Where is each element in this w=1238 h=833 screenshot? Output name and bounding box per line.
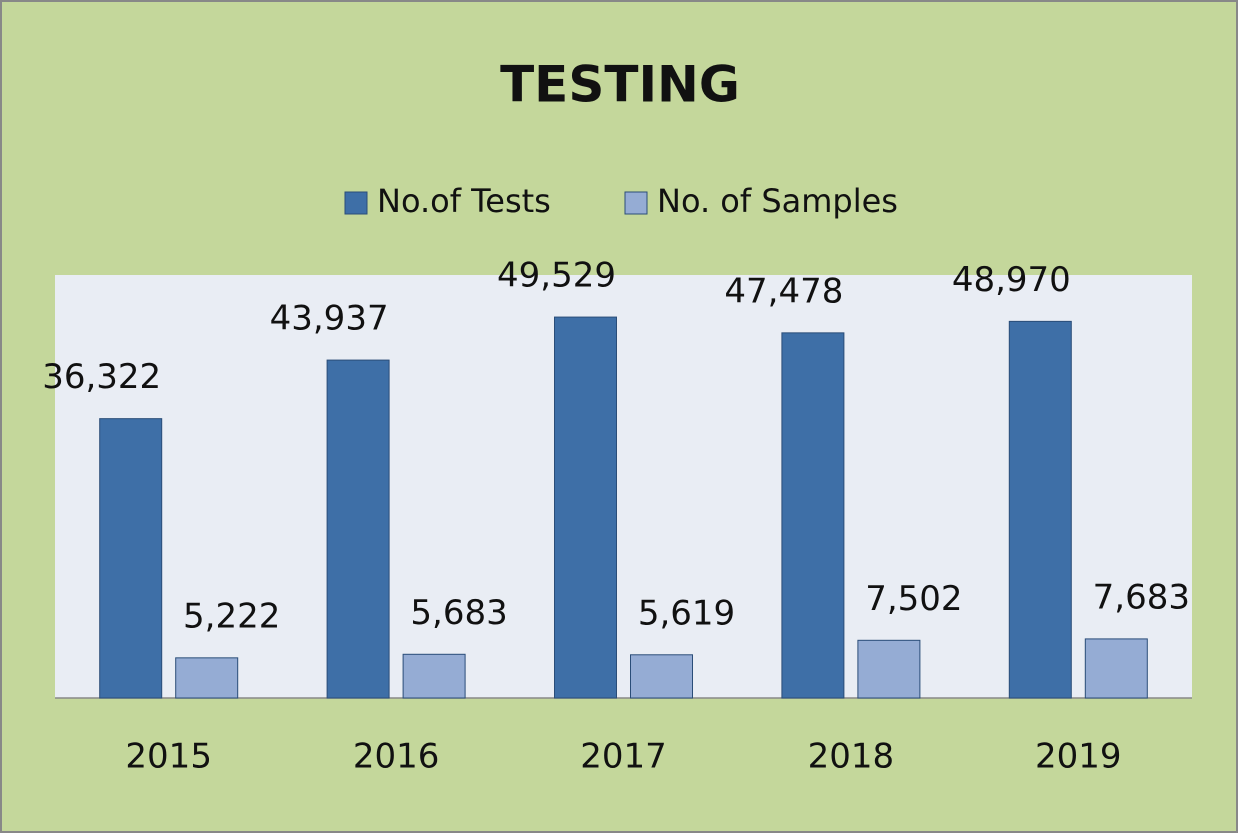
data-label: 49,529	[497, 256, 616, 296]
data-label: 47,478	[724, 271, 843, 311]
bar	[554, 316, 617, 699]
bar	[781, 332, 845, 699]
data-label: 5,619	[638, 593, 735, 633]
chart-title: TESTING	[500, 56, 740, 114]
bar	[326, 359, 390, 699]
data-label: 5,683	[410, 593, 507, 633]
bar	[1008, 320, 1072, 699]
bar	[175, 657, 239, 699]
data-label: 36,322	[42, 357, 161, 397]
legend-swatch	[344, 191, 368, 215]
legend-label: No. of Samples	[657, 182, 898, 220]
data-label: 48,970	[952, 260, 1071, 300]
legend-label: No.of Tests	[377, 182, 551, 220]
x-tick-label: 2018	[808, 737, 895, 777]
x-tick-label: 2019	[1035, 737, 1122, 777]
bar	[99, 418, 163, 699]
plot-area	[55, 275, 1192, 698]
legend-swatch	[624, 191, 648, 215]
data-label: 7,683	[1093, 577, 1190, 617]
x-tick-label: 2017	[580, 737, 667, 777]
bar	[402, 653, 466, 699]
data-label: 7,502	[865, 579, 962, 619]
bar	[857, 639, 921, 699]
bar	[1084, 638, 1148, 699]
data-label: 5,222	[183, 596, 280, 636]
bar	[630, 654, 693, 699]
x-tick-label: 2015	[125, 737, 212, 777]
x-tick-label: 2016	[353, 737, 440, 777]
data-label: 43,937	[270, 299, 389, 339]
